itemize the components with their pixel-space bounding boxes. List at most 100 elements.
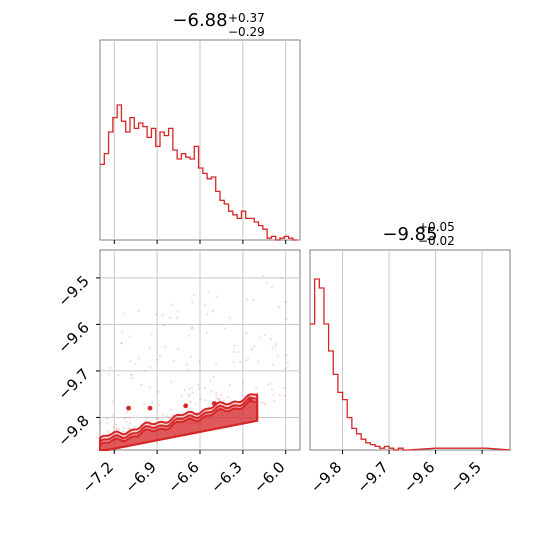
scatter-point (215, 397, 218, 400)
hist2-grid (342, 250, 483, 450)
scatter-point (117, 427, 121, 430)
scatter-point (164, 345, 167, 348)
scatter-point (218, 397, 221, 400)
scatter-point (198, 360, 201, 363)
scatter-point (284, 367, 287, 370)
scatter-point (265, 281, 268, 284)
scatter-point (190, 386, 193, 389)
scatter-point (180, 395, 183, 398)
scatter-xtick-label: −6.0 (250, 458, 288, 496)
scatter-point (169, 408, 173, 411)
scatter-point (120, 330, 124, 333)
hist1-ticks (113, 240, 287, 244)
scatter-point (217, 398, 220, 401)
hist-panel-1: −6.88 +0.37 −0.29 (99, 10, 301, 244)
scatter-point (214, 394, 218, 397)
scatter-point (188, 393, 191, 396)
scatter-point (161, 313, 164, 316)
scatter-point (245, 332, 248, 335)
scatter-point (264, 403, 267, 406)
scatter-point (137, 357, 140, 360)
scatter-point (155, 417, 159, 420)
scatter-point (133, 425, 136, 429)
scatter-point (242, 381, 245, 384)
scatter-point (215, 295, 218, 298)
scatter-point (120, 341, 123, 345)
hist2-title: −9.85 (382, 224, 437, 245)
scatter-point (129, 421, 132, 425)
scatter-ytick-label: −9.5 (54, 272, 92, 310)
scatter-point (114, 423, 118, 426)
scatter-point (126, 427, 130, 430)
scatter-point (150, 333, 153, 336)
scatter-point (273, 399, 276, 402)
scatter-point (239, 360, 242, 364)
scatter-point (111, 414, 114, 418)
hist2-title-sup: +0.05 (418, 220, 455, 234)
scatter-point (252, 299, 255, 302)
scatter-point (262, 274, 265, 277)
scatter-point (250, 348, 254, 351)
hist1-series (100, 104, 298, 241)
scatter-panel: −7.2 −6.9 −6.6 −6.3 −6.0 −9.5 −9.6 −9.7 −9.8 (54, 249, 301, 497)
scatter-point (284, 300, 287, 304)
scatter-point (128, 416, 131, 419)
scatter-point (274, 342, 277, 345)
scatter-point (128, 335, 131, 338)
contour-island (183, 403, 189, 409)
scatter-point (162, 413, 165, 416)
scatter-point (244, 359, 248, 362)
scatter-point (246, 356, 250, 359)
scatter-point (158, 354, 162, 358)
scatter-point (262, 401, 265, 404)
scatter-point (130, 373, 134, 376)
hist2-tick-label: −9.5 (446, 458, 484, 496)
scatter-point (211, 309, 215, 313)
scatter-point (122, 426, 125, 429)
scatter-point (183, 388, 187, 392)
scatter-point (157, 403, 161, 407)
scatter-point (192, 294, 195, 297)
hist2-title-sub: −0.02 (418, 234, 455, 248)
hist2-series (310, 278, 511, 451)
scatter-point (149, 365, 152, 369)
scatter-point (263, 333, 266, 337)
scatter-point (189, 328, 192, 331)
hist2-tick-label: −9.7 (353, 458, 391, 496)
scatter-point (285, 318, 288, 321)
scatter-point (214, 363, 218, 366)
scatter-point (129, 373, 132, 376)
scatter-point (106, 421, 109, 424)
scatter-point (168, 316, 171, 320)
contour-island (147, 405, 153, 411)
scatter-point (120, 342, 123, 345)
scatter-point (146, 417, 149, 420)
scatter-point (276, 354, 280, 357)
scatter-xtick-label: −6.6 (164, 458, 202, 496)
hist1-grid (113, 40, 287, 240)
scatter-point (284, 353, 287, 357)
hist2-frame (309, 249, 511, 451)
scatter-point (195, 411, 198, 414)
scatter-point (272, 393, 275, 397)
scatter-point (125, 416, 128, 419)
scatter-point (187, 395, 190, 398)
scatter-point (272, 363, 275, 366)
scatter-point (278, 394, 282, 397)
scatter-point (177, 347, 180, 351)
scatter-point (115, 427, 118, 430)
scatter-point (134, 362, 137, 366)
scatter-point (267, 383, 270, 386)
scatter-point (255, 386, 258, 390)
hist2-tick-label: −9.6 (400, 458, 438, 496)
scatter-point (190, 325, 193, 328)
scatter-point (123, 417, 126, 420)
contour-island (126, 405, 131, 411)
scatter-point (189, 355, 193, 358)
scatter-point (246, 298, 249, 301)
scatter-point (194, 402, 198, 405)
scatter-point (128, 427, 131, 430)
scatter-point (219, 398, 222, 402)
scatter-point (191, 301, 194, 304)
